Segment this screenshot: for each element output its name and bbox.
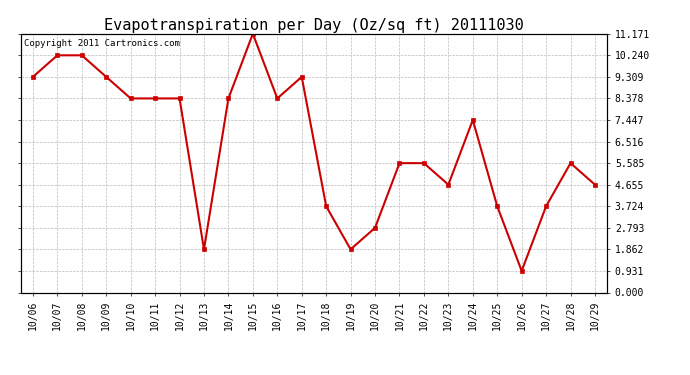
Title: Evapotranspiration per Day (Oz/sq ft) 20111030: Evapotranspiration per Day (Oz/sq ft) 20… [104, 18, 524, 33]
Text: Copyright 2011 Cartronics.com: Copyright 2011 Cartronics.com [23, 39, 179, 48]
